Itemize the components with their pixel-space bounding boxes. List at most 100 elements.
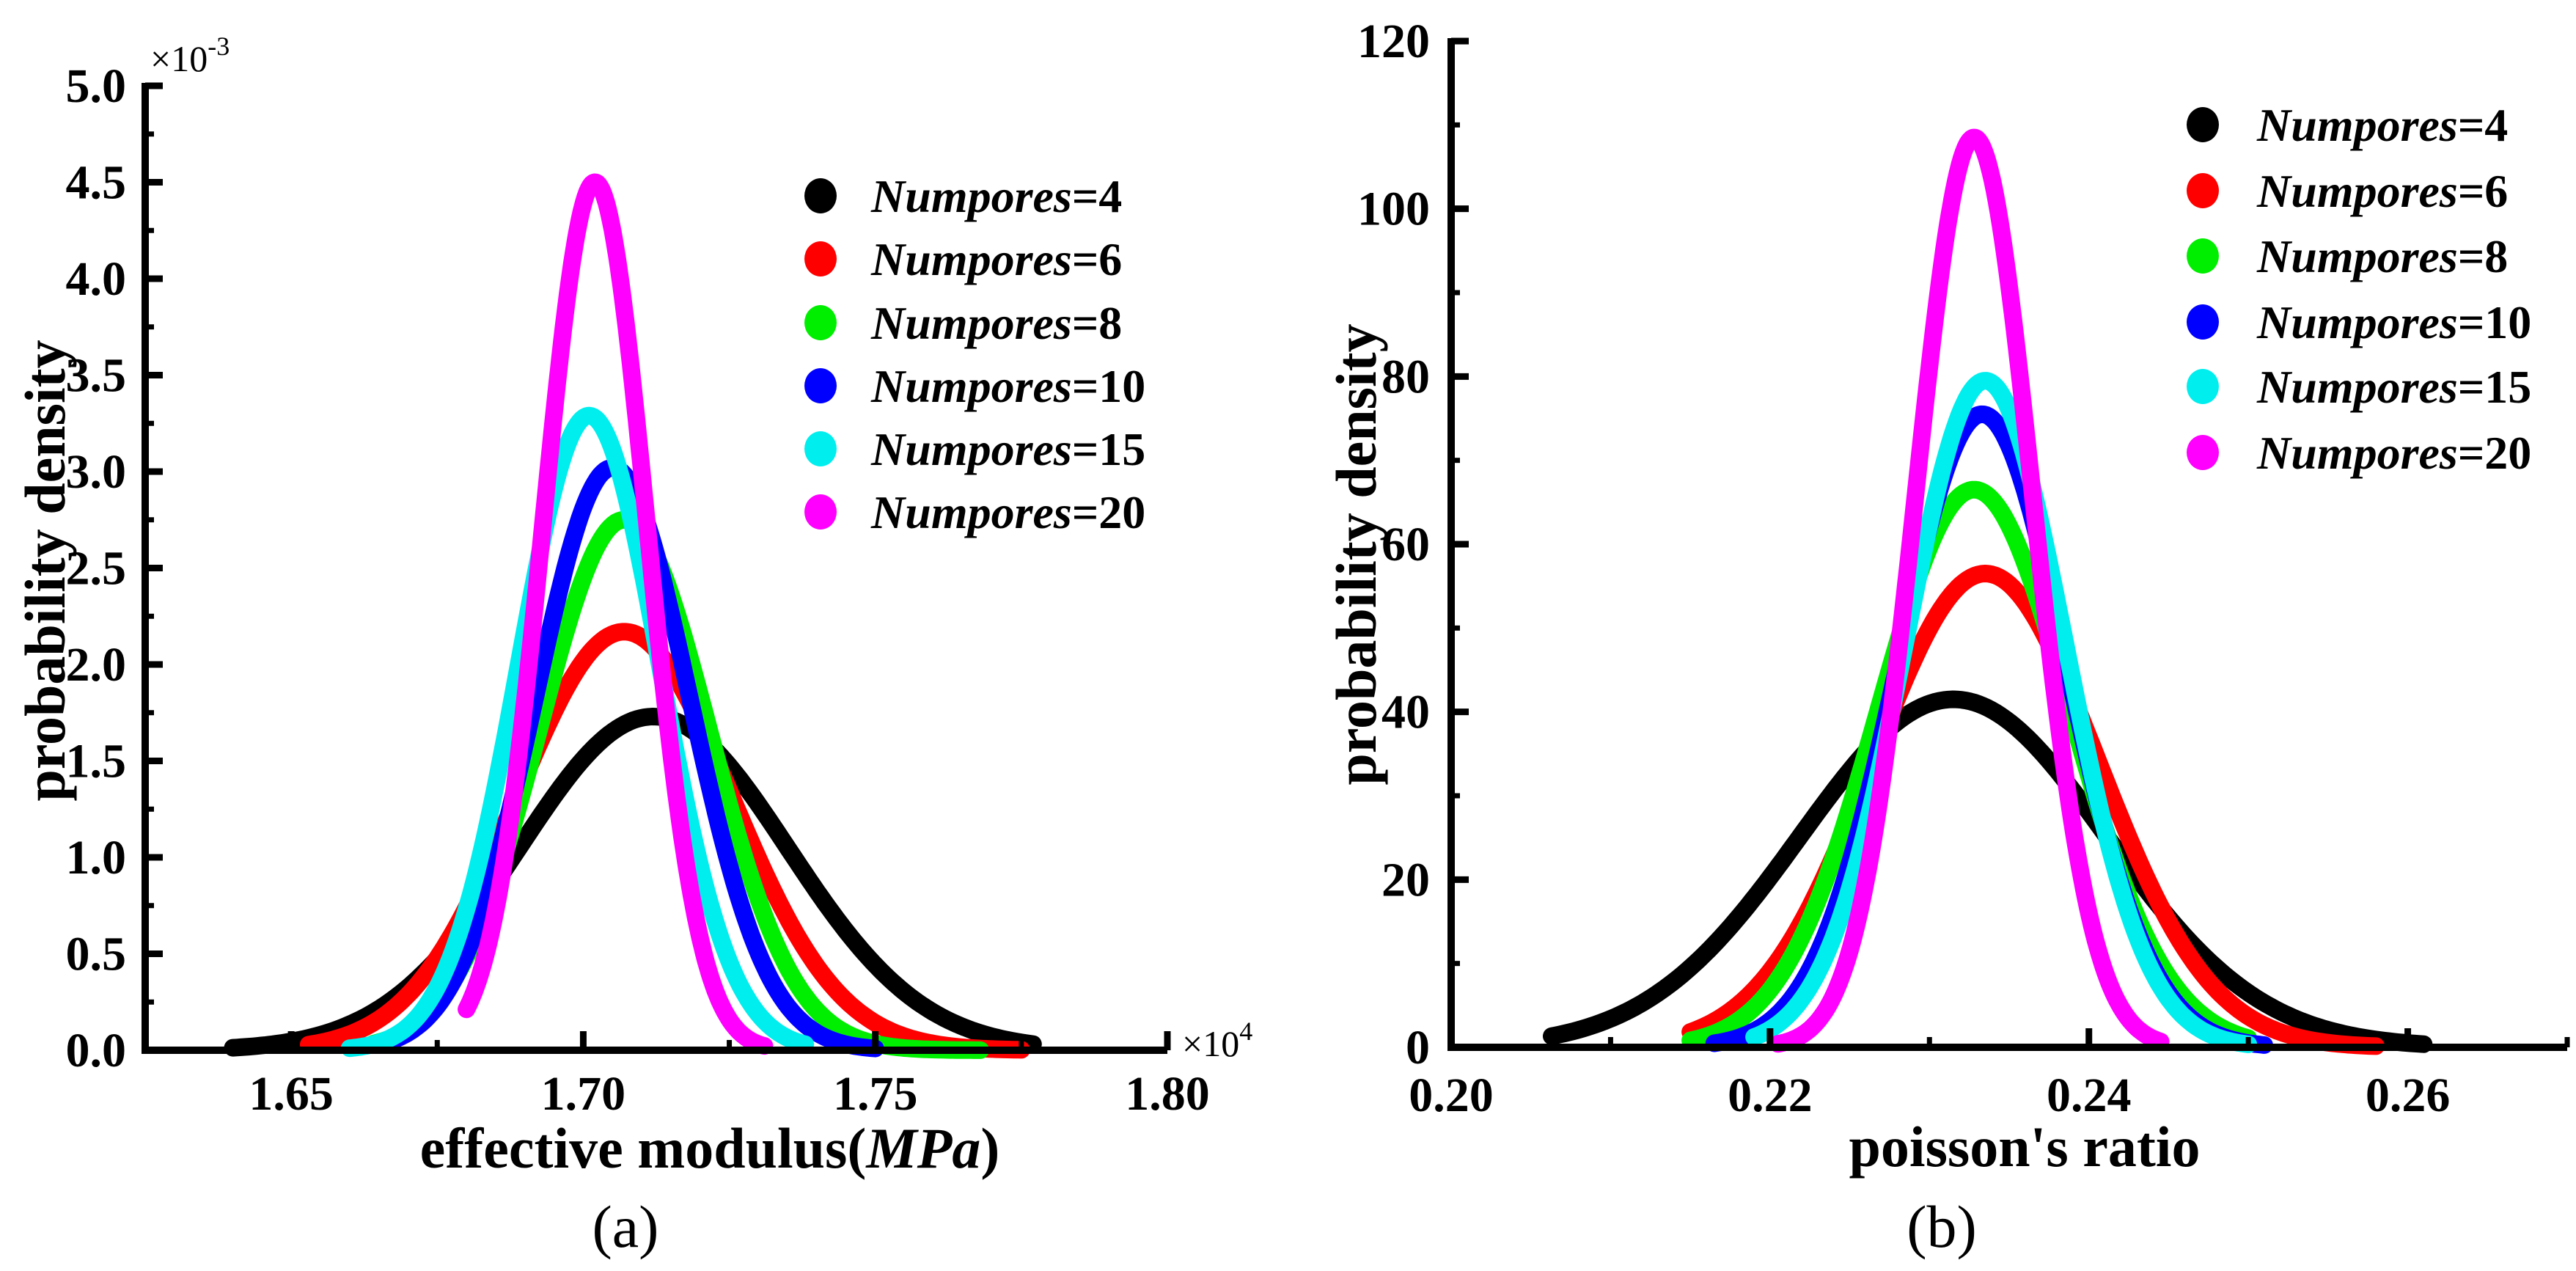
y-tick-label: 0.0 xyxy=(66,1024,127,1077)
legend-label: Numpores=20 xyxy=(2256,427,2531,479)
series-curve-numpores15 xyxy=(1745,372,2258,1053)
legend-label: Numpores=8 xyxy=(2256,230,2508,282)
x-tick-label: 1.65 xyxy=(249,1067,334,1121)
legend-label: Numpores=20 xyxy=(870,486,1145,538)
legend-label-value: =8 xyxy=(1072,297,1122,349)
legend-label-name: Numpores xyxy=(870,486,1072,538)
legend-label: Numpores=4 xyxy=(870,170,1122,222)
series-group xyxy=(1543,128,2433,1055)
legend-label-value: =20 xyxy=(1072,486,1145,538)
legend-marker xyxy=(804,305,837,340)
legend-label: Numpores=4 xyxy=(2256,99,2508,151)
legend-label-name: Numpores xyxy=(870,423,1072,475)
legend-marker xyxy=(804,494,837,530)
y-tick-label: 3.5 xyxy=(66,349,127,403)
legend-item: Numpores=10 xyxy=(2187,296,2531,348)
y-tick-label: 80 xyxy=(1381,350,1430,403)
series-group xyxy=(224,173,1042,1059)
y-multiplier-base: ×10 xyxy=(150,38,208,79)
chart-b-poissons-ratio: 0 20 40 60 80 100 120 0.20 0.22 0.24 0.26 poisson's… xyxy=(1324,15,2570,1260)
x-tick-label: 1.75 xyxy=(833,1067,918,1121)
legend-item: Numpores=15 xyxy=(2187,361,2531,413)
legend-marker xyxy=(804,241,837,276)
series-curve-numpores20 xyxy=(1769,128,2170,1053)
legend-label-name: Numpores xyxy=(2256,361,2458,413)
legend-label: Numpores=15 xyxy=(870,423,1145,475)
legend-item: Numpores=15 xyxy=(804,423,1145,475)
x-tick-label: 0.22 xyxy=(1728,1069,1813,1122)
chart-a-effective-modulus: 0.0 0.5 1.0 1.5 2.0 2.5 3.0 3.5 4.0 4.5 5.0 1.65 1.7… xyxy=(13,32,1252,1260)
y-multiplier-exp: -3 xyxy=(208,32,230,61)
legend-label: Numpores=8 xyxy=(870,297,1122,349)
legend-item: Numpores=6 xyxy=(2187,165,2508,217)
legend-label: Numpores=6 xyxy=(870,233,1122,285)
legend-label-value: =4 xyxy=(2458,99,2508,151)
series-curve-numpores6 xyxy=(1681,565,2385,1055)
legend-label-name: Numpores xyxy=(2256,427,2458,479)
legend-label: Numpores=15 xyxy=(2256,361,2531,413)
series-curve-numpores4 xyxy=(1543,690,2433,1053)
axes xyxy=(142,82,1171,1054)
x-tick-label: 1.70 xyxy=(541,1067,626,1121)
y-tick-label: 60 xyxy=(1381,518,1430,571)
legend-item: Numpores=8 xyxy=(2187,230,2508,282)
x-axis-title: poisson's ratio xyxy=(1849,1115,2201,1179)
legend-item: Numpores=20 xyxy=(2187,427,2531,479)
legend-label-value: =20 xyxy=(2458,427,2531,479)
y-tick-label: 4.5 xyxy=(66,156,127,210)
x-multiplier-base: ×10 xyxy=(1182,1023,1239,1064)
legend-label-value: =10 xyxy=(1072,360,1145,412)
x-tick-label: 0.20 xyxy=(1409,1069,1494,1122)
y-axis-title: probability density xyxy=(1324,323,1388,785)
y-axis-multiplier: ×10-3 xyxy=(150,32,230,79)
x-multiplier-exp: 4 xyxy=(1239,1017,1252,1046)
y-tick-label: 0.5 xyxy=(66,928,127,981)
legend-label-name: Numpores xyxy=(870,233,1072,285)
legend-item: Numpores=4 xyxy=(804,170,1122,222)
legend-marker xyxy=(2187,238,2219,274)
panel-label: (b) xyxy=(1907,1193,1977,1260)
y-tick-label: 2.0 xyxy=(66,638,127,692)
legend-label: Numpores=6 xyxy=(2256,165,2508,217)
x-axis-title-unit: MPa xyxy=(865,1116,980,1180)
legend-marker xyxy=(2187,107,2219,142)
y-tick-label: 3.0 xyxy=(66,445,127,499)
legend-label: Numpores=10 xyxy=(2256,296,2531,348)
legend-label-name: Numpores xyxy=(2256,230,2458,282)
legend-marker xyxy=(2187,304,2219,340)
legend-marker xyxy=(804,431,837,466)
legend-label-name: Numpores xyxy=(2256,296,2458,348)
axes xyxy=(1447,37,2570,1051)
series-curve-numpores15 xyxy=(340,406,815,1058)
legend-label-value: =4 xyxy=(1072,170,1122,222)
legend: Numpores=4Numpores=6Numpores=8Numpores=1… xyxy=(804,170,1145,538)
x-axis-title-prefix: poisson's ratio xyxy=(1849,1115,2201,1179)
legend-marker xyxy=(804,368,837,403)
x-axis-title-prefix: effective modulus( xyxy=(420,1116,867,1180)
legend-label-value: =6 xyxy=(1072,233,1122,285)
y-tick-label: 1.0 xyxy=(66,831,127,884)
legend-label-value: =15 xyxy=(1072,423,1145,475)
legend-label-name: Numpores xyxy=(870,360,1072,412)
legend-marker xyxy=(2187,369,2219,404)
y-tick-label: 0 xyxy=(1406,1021,1430,1074)
x-tick-label: 0.26 xyxy=(2366,1069,2451,1122)
y-tick-label: 120 xyxy=(1357,15,1430,68)
legend-marker xyxy=(2187,173,2219,208)
y-tick-label: 20 xyxy=(1381,853,1430,906)
legend-item: Numpores=8 xyxy=(804,297,1122,349)
series-curve-numpores4 xyxy=(224,708,1042,1057)
legend-label-value: =15 xyxy=(2458,361,2531,413)
legend: Numpores=4Numpores=6Numpores=8Numpores=1… xyxy=(2187,99,2531,479)
x-axis-title-suffix: ) xyxy=(980,1116,999,1180)
legend-label-name: Numpores xyxy=(2256,165,2458,217)
panel-label: (a) xyxy=(592,1193,658,1260)
legend-marker xyxy=(2187,435,2219,470)
legend-label: Numpores=10 xyxy=(870,360,1145,412)
y-axis-title: probability density xyxy=(13,340,77,801)
x-axis-title: effective modulus(MPa) xyxy=(420,1116,1000,1180)
series-curve-numpores20 xyxy=(458,173,774,1055)
y-tick-label: 5.0 xyxy=(66,59,127,113)
legend-marker xyxy=(804,178,837,213)
